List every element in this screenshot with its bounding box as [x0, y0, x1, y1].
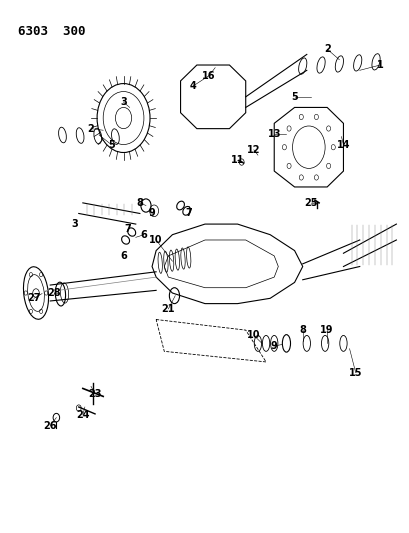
- Text: 6: 6: [140, 230, 147, 240]
- Text: 1: 1: [376, 60, 382, 70]
- Text: 5: 5: [290, 92, 297, 102]
- Text: 16: 16: [202, 70, 215, 80]
- Text: 2: 2: [323, 44, 330, 54]
- Text: 6303  300: 6303 300: [18, 25, 85, 38]
- Text: 10: 10: [247, 330, 260, 341]
- Text: 25: 25: [303, 198, 317, 208]
- Text: 12: 12: [247, 145, 260, 155]
- Text: 15: 15: [348, 368, 362, 377]
- Text: 6: 6: [120, 251, 127, 261]
- Text: 9: 9: [270, 341, 277, 351]
- Text: 28: 28: [47, 288, 61, 298]
- Text: 2: 2: [88, 124, 94, 134]
- Text: 24: 24: [76, 410, 89, 420]
- Text: 26: 26: [43, 421, 57, 431]
- Text: 9: 9: [148, 208, 155, 219]
- Text: 3: 3: [120, 97, 127, 107]
- Text: 11: 11: [230, 156, 244, 165]
- Text: 8: 8: [299, 325, 306, 335]
- Text: 8: 8: [136, 198, 143, 208]
- Text: 4: 4: [189, 81, 196, 91]
- Text: 7: 7: [124, 224, 131, 235]
- Text: 3: 3: [71, 219, 78, 229]
- Text: 5: 5: [108, 140, 115, 150]
- Text: 14: 14: [336, 140, 349, 150]
- Text: 10: 10: [149, 235, 162, 245]
- Text: 21: 21: [161, 304, 175, 314]
- Text: 13: 13: [267, 129, 280, 139]
- Text: 27: 27: [27, 293, 40, 303]
- Text: 23: 23: [88, 389, 101, 399]
- Text: 7: 7: [185, 208, 192, 219]
- Text: 19: 19: [320, 325, 333, 335]
